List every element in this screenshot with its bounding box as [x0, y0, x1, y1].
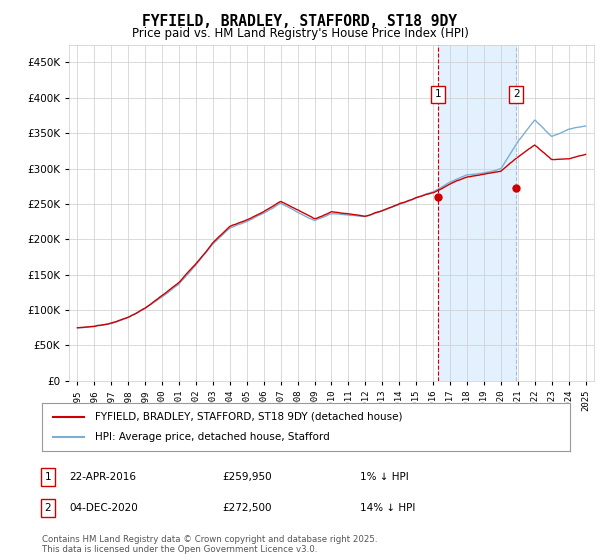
Text: HPI: Average price, detached house, Stafford: HPI: Average price, detached house, Staf…	[95, 432, 329, 442]
Text: 2: 2	[44, 503, 52, 513]
Text: 2: 2	[513, 89, 520, 99]
Text: £272,500: £272,500	[222, 503, 271, 513]
Text: Price paid vs. HM Land Registry's House Price Index (HPI): Price paid vs. HM Land Registry's House …	[131, 27, 469, 40]
Text: FYFIELD, BRADLEY, STAFFORD, ST18 9DY (detached house): FYFIELD, BRADLEY, STAFFORD, ST18 9DY (de…	[95, 412, 403, 422]
Text: 1: 1	[435, 89, 442, 99]
Text: £259,950: £259,950	[222, 472, 272, 482]
Text: 14% ↓ HPI: 14% ↓ HPI	[360, 503, 415, 513]
Text: FYFIELD, BRADLEY, STAFFORD, ST18 9DY: FYFIELD, BRADLEY, STAFFORD, ST18 9DY	[143, 14, 458, 29]
Text: 1% ↓ HPI: 1% ↓ HPI	[360, 472, 409, 482]
Text: Contains HM Land Registry data © Crown copyright and database right 2025.
This d: Contains HM Land Registry data © Crown c…	[42, 535, 377, 554]
Text: 04-DEC-2020: 04-DEC-2020	[69, 503, 138, 513]
Text: 1: 1	[44, 472, 52, 482]
Bar	[439, 45, 517, 381]
Text: 22-APR-2016: 22-APR-2016	[69, 472, 136, 482]
